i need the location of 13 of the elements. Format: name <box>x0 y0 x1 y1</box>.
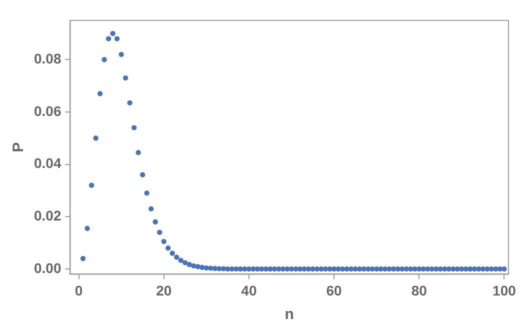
y-tick-label: 0.04 <box>34 155 62 172</box>
y-tick-label: 0.06 <box>34 102 62 119</box>
x-tick-label: 100 <box>492 282 516 298</box>
y-tick-label: 0.00 <box>34 260 62 276</box>
x-tick-label: 40 <box>241 282 257 298</box>
y-tick-label: 0.02 <box>34 207 62 224</box>
y-axis-title: P <box>10 142 28 152</box>
y-tick-label: 0.08 <box>34 50 62 67</box>
x-axis-title: n <box>284 306 294 324</box>
x-tick-label: 0 <box>74 282 83 298</box>
x-tick-label: 20 <box>156 282 172 298</box>
x-tick-label: 60 <box>326 282 342 298</box>
x-tick-label: 80 <box>411 282 428 298</box>
